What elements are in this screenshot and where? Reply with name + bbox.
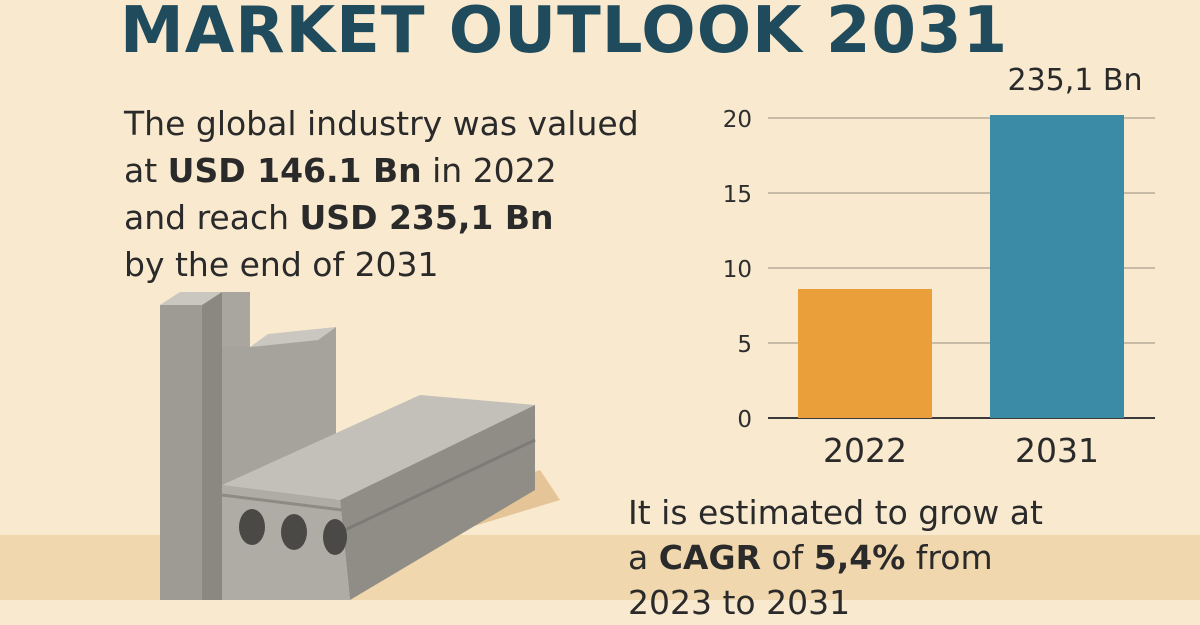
y-tick-label: 20 <box>723 107 752 133</box>
block-top-face <box>250 327 336 347</box>
slab-side-face <box>340 405 535 600</box>
x-tick-label: 2022 <box>823 431 907 470</box>
bar-2022 <box>798 289 932 418</box>
intro-text: The global industry was valued at USD 14… <box>124 100 684 288</box>
intro-line-2: at USD 146.1 Bn in 2022 <box>124 151 557 190</box>
outro-line-1: It is estimated to grow at <box>628 493 1043 532</box>
intro-line-1: The global industry was valued <box>124 104 639 143</box>
cagr-value: 5,4% <box>813 538 906 577</box>
outro-line-3: 2023 to 2031 <box>628 583 851 622</box>
outro-line-2: a CAGR of 5,4% from <box>628 538 993 577</box>
bar-2031 <box>990 115 1124 418</box>
intro-line-4: by the end of 2031 <box>124 245 439 284</box>
intro-value-2031: USD 235,1 Bn <box>299 198 554 237</box>
block-front-face <box>222 292 250 347</box>
slab-edge <box>221 493 343 512</box>
block-side-face <box>202 292 222 600</box>
intro-value-2022: USD 146.1 Bn <box>167 151 422 190</box>
x-tick-label: 2031 <box>1015 431 1099 470</box>
block-top-face <box>160 292 222 305</box>
y-tick-label: 5 <box>737 332 752 358</box>
concrete-blocks-illustration <box>160 292 560 600</box>
bar-chart: 0 5 10 15 20 2022 2031 235,1 Bn <box>723 63 1155 470</box>
y-tick-label: 10 <box>723 257 752 283</box>
outro-text: It is estimated to grow at a CAGR of 5,4… <box>628 490 1148 625</box>
cagr-label: CAGR <box>658 538 761 577</box>
y-tick-label: 0 <box>737 407 752 433</box>
slab-hole <box>239 509 265 545</box>
slab-groove <box>344 438 536 532</box>
y-tick-label: 15 <box>723 182 752 208</box>
slab-hole <box>281 514 307 550</box>
slab-hole <box>323 519 347 555</box>
intro-line-3: and reach USD 235,1 Bn <box>124 198 554 237</box>
page-title: MARKET OUTLOOK 2031 <box>120 0 1009 68</box>
data-label: 235,1 Bn <box>1007 63 1142 98</box>
block-front-face <box>160 305 202 600</box>
slab-top-face <box>222 395 535 500</box>
